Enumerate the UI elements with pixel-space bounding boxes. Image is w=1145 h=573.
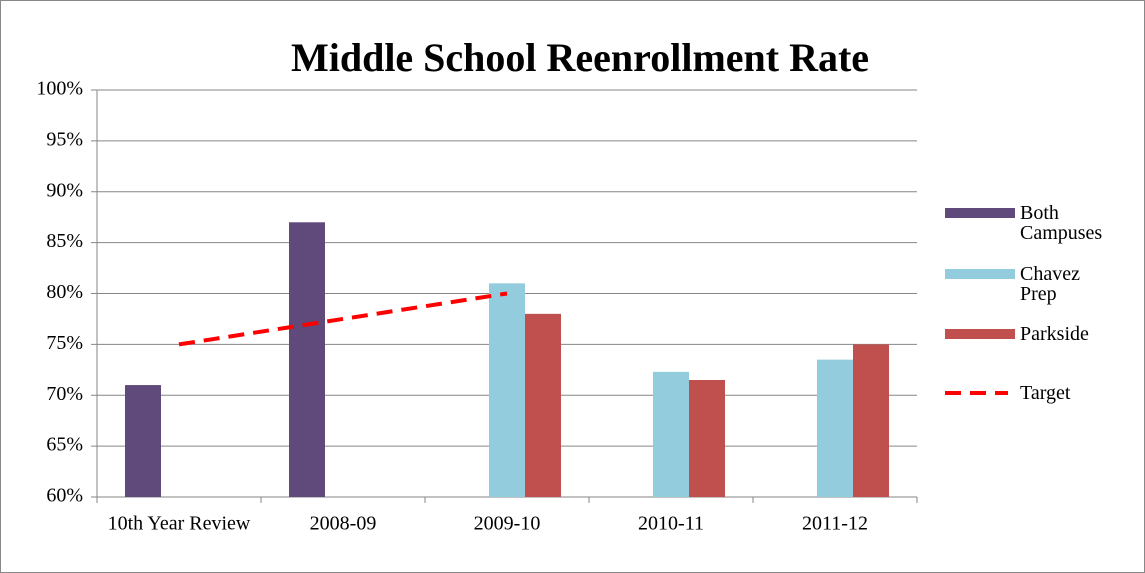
y-tick-label: 80% xyxy=(46,281,83,303)
bar xyxy=(817,359,853,497)
bar xyxy=(853,344,889,497)
y-tick-label: 70% xyxy=(46,383,83,405)
x-tick-label: 10th Year Review xyxy=(108,513,251,535)
legend-label: Target xyxy=(1020,382,1071,404)
legend-swatch xyxy=(945,208,1015,218)
y-tick-label: 90% xyxy=(46,179,83,201)
bar xyxy=(125,385,161,497)
y-tick-label: 65% xyxy=(46,434,83,456)
target-line xyxy=(178,291,508,347)
x-tick-label: 2011-12 xyxy=(802,513,868,535)
legend-label: Chavez Prep xyxy=(1020,263,1080,305)
bar xyxy=(653,371,689,497)
legend-label: Parkside xyxy=(1020,323,1089,345)
x-tick-label: 2009-10 xyxy=(474,513,541,535)
y-tick-label: 85% xyxy=(46,230,83,252)
bar xyxy=(289,222,325,497)
y-tick-label: 100% xyxy=(36,78,83,100)
chart-title: Middle School Reenrollment Rate xyxy=(291,35,869,80)
bar xyxy=(689,379,725,497)
legend-swatch xyxy=(945,269,1015,279)
legend-swatch xyxy=(945,329,1015,339)
x-tick-label: 2008-09 xyxy=(310,513,377,535)
bar xyxy=(525,313,561,497)
legend-label: Both Campuses xyxy=(1020,202,1103,244)
y-tick-label: 95% xyxy=(46,128,83,150)
x-tick-label: 2010-11 xyxy=(638,513,704,535)
y-tick-label: 75% xyxy=(46,332,83,354)
bar xyxy=(489,283,525,497)
y-tick-label: 60% xyxy=(46,485,83,507)
